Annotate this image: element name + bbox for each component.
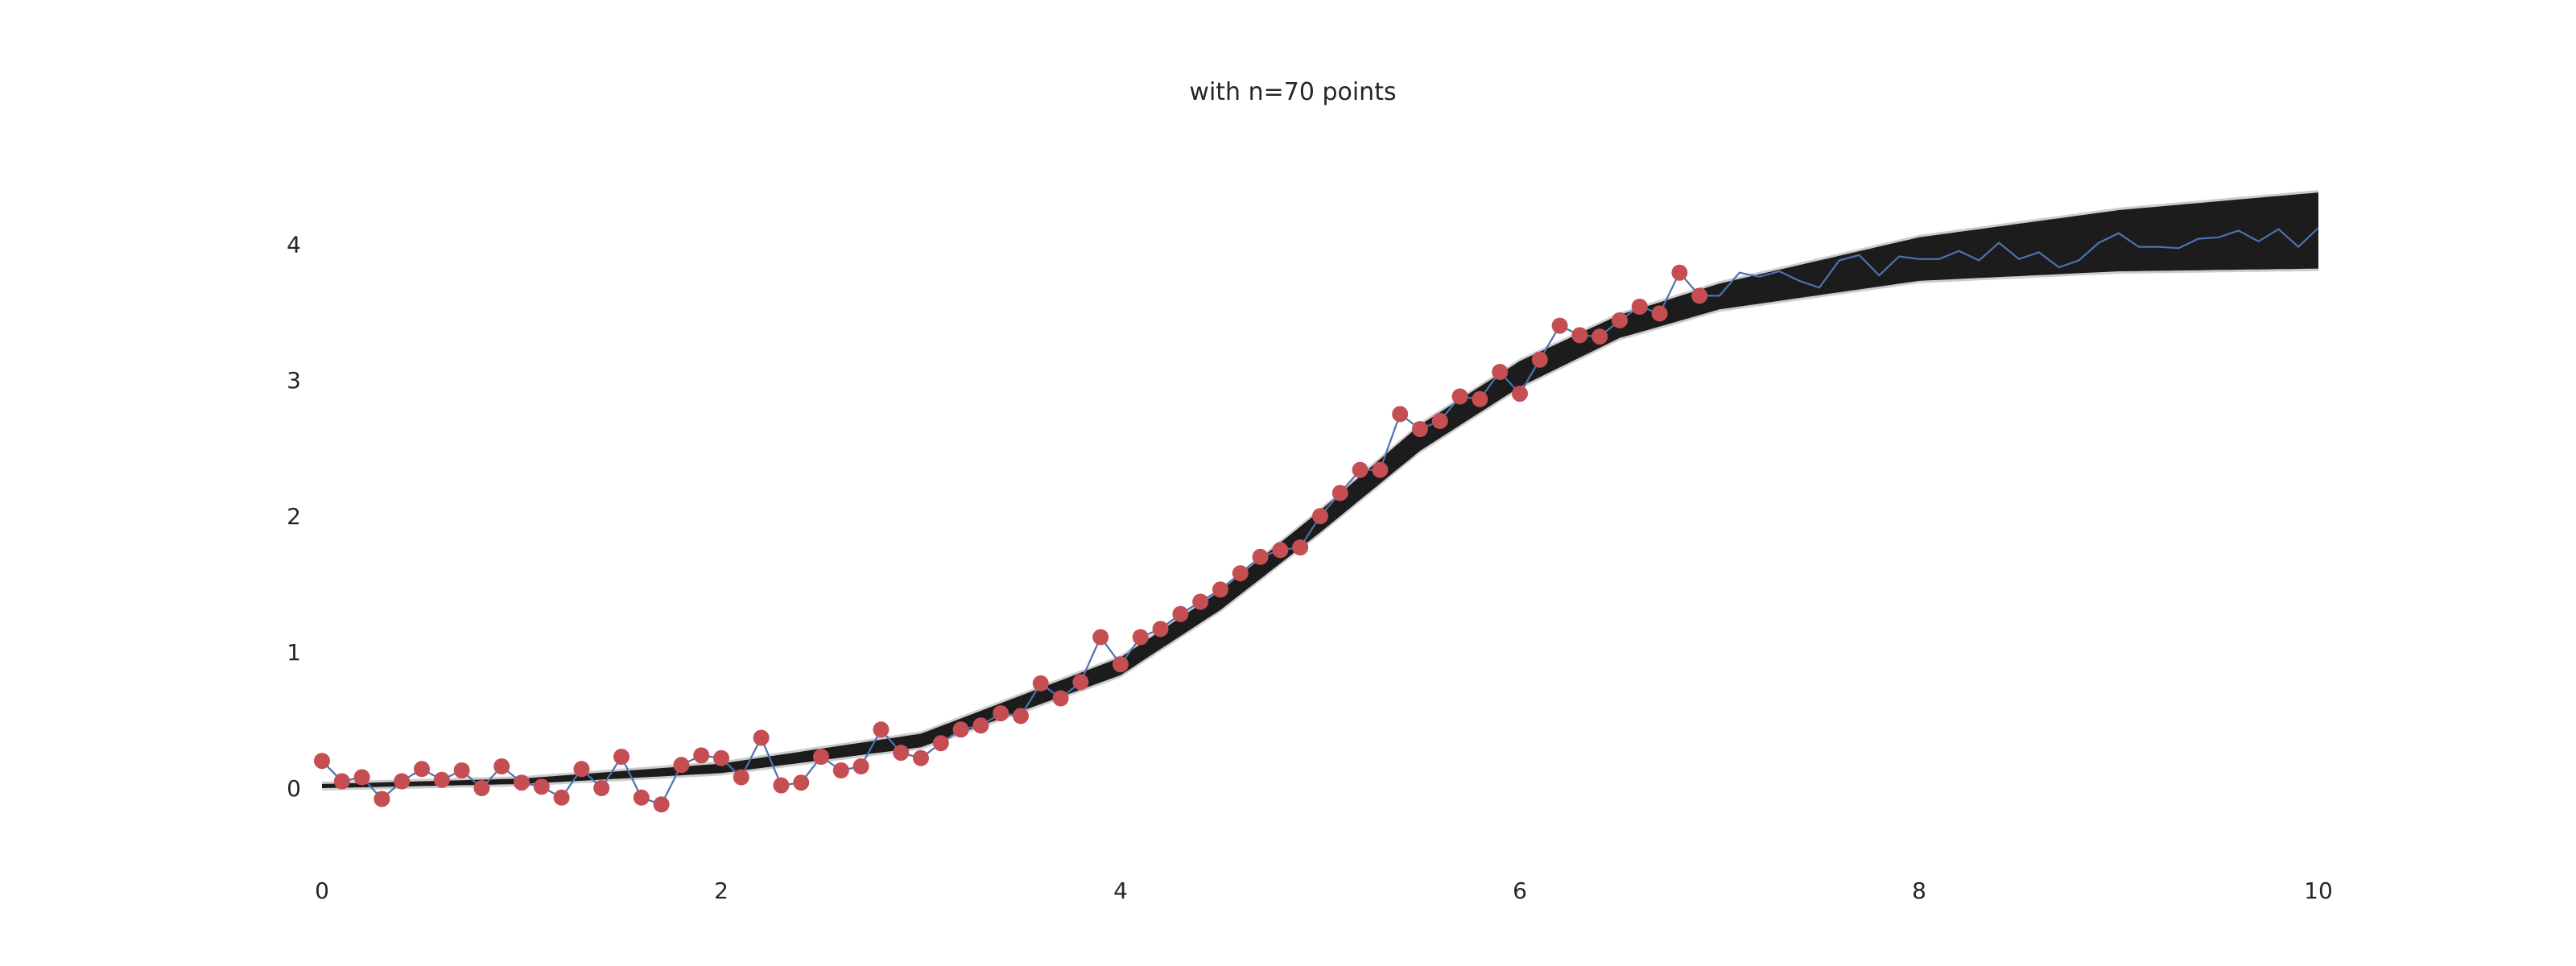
observed-point (1132, 629, 1149, 646)
observed-point (653, 796, 670, 813)
observed-point (1431, 412, 1448, 429)
observed-point (433, 771, 450, 788)
observed-point (553, 789, 570, 806)
observed-point (613, 749, 630, 766)
observed-point (1152, 621, 1169, 638)
observed-point (1512, 386, 1528, 402)
observed-point (932, 735, 949, 752)
x-tick-label: 0 (315, 877, 329, 904)
observed-point (1172, 605, 1189, 622)
observed-point (1591, 328, 1608, 345)
observed-point (1052, 690, 1069, 707)
observed-line-group (321, 227, 2319, 806)
observed-point (1292, 539, 1309, 555)
observed-points-group (314, 264, 1708, 813)
x-tick-label: 8 (1912, 877, 1926, 904)
y-tick-label: 3 (287, 367, 301, 394)
observed-point (1072, 674, 1089, 691)
extension-line (1699, 227, 2319, 297)
observed-point (1612, 312, 1628, 328)
observed-point (993, 705, 1009, 722)
observed-point (1631, 299, 1648, 315)
observed-point (533, 778, 550, 795)
x-axis-ticks: 0 2 4 6 8 10 (315, 877, 2333, 904)
observed-point (1212, 581, 1228, 598)
observed-point (1651, 305, 1668, 322)
observed-line (321, 270, 1701, 806)
y-tick-label: 2 (287, 503, 301, 530)
observed-point (913, 749, 929, 766)
observed-point (593, 780, 610, 796)
observed-point (314, 753, 330, 770)
observed-point (453, 762, 470, 778)
observed-point (693, 747, 710, 764)
observed-point (1192, 593, 1209, 610)
x-tick-label: 4 (1113, 877, 1128, 904)
chart-title: with n=70 points (1189, 78, 1396, 106)
observed-point (1571, 327, 1588, 344)
observed-point (414, 761, 430, 778)
x-tick-label: 2 (714, 877, 729, 904)
observed-point (514, 774, 530, 791)
observed-point (832, 762, 849, 778)
observed-point (353, 769, 370, 786)
observed-point (753, 729, 770, 746)
observed-point (852, 758, 869, 774)
observed-point (473, 780, 490, 796)
observed-point (813, 749, 829, 766)
observed-point (374, 791, 390, 807)
observed-point (873, 721, 890, 738)
y-tick-label: 4 (287, 231, 301, 258)
observed-point (1331, 485, 1348, 502)
observed-point (1451, 388, 1468, 405)
observed-point (952, 721, 969, 738)
observed-point (633, 789, 650, 806)
observed-point (1671, 264, 1688, 281)
observed-point (1252, 548, 1269, 565)
y-tick-label: 0 (287, 775, 301, 802)
observed-point (1412, 421, 1428, 437)
observed-point (673, 757, 690, 774)
x-tick-label: 6 (1513, 877, 1527, 904)
observed-point (1691, 287, 1708, 304)
observed-point (773, 777, 790, 794)
observed-point (1472, 390, 1488, 407)
observed-point (1531, 351, 1548, 368)
observed-point (1392, 406, 1409, 423)
observed-point (1352, 461, 1368, 478)
observed-point (333, 773, 350, 790)
observed-point (1113, 656, 1129, 673)
model-band-group (322, 190, 2318, 791)
observed-point (972, 717, 989, 734)
x-tick-label: 10 (2304, 877, 2333, 904)
observed-point (1232, 565, 1249, 582)
observed-point (573, 761, 590, 778)
observed-point (1492, 364, 1509, 380)
observed-point (1032, 675, 1049, 691)
observed-point (713, 749, 729, 766)
observed-point (793, 774, 810, 791)
observed-point (1013, 708, 1029, 724)
model-band-edge (322, 190, 2318, 791)
observed-point (394, 773, 411, 790)
observed-point (893, 745, 910, 762)
observed-point (1551, 317, 1568, 334)
y-tick-label: 1 (287, 639, 301, 666)
observed-point (1092, 629, 1109, 646)
observed-point (733, 769, 749, 786)
observed-point (1272, 542, 1289, 559)
model-band (322, 192, 2318, 789)
y-axis-ticks: 0 1 2 3 4 (287, 231, 301, 802)
observed-point (493, 758, 510, 774)
observed-point (1372, 461, 1389, 478)
observed-point (1312, 508, 1328, 525)
